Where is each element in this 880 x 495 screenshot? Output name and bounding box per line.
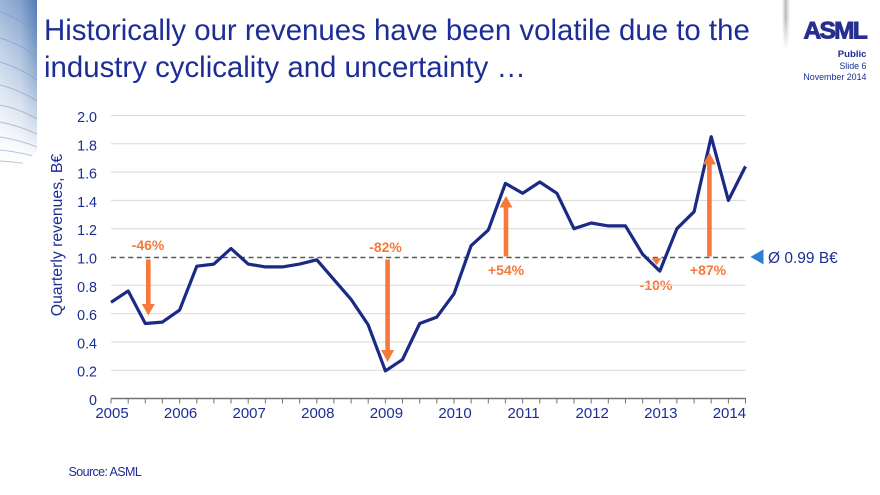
svg-text:2011: 2011 <box>507 405 539 422</box>
svg-text:1.4: 1.4 <box>77 195 97 211</box>
svg-text:0.2: 0.2 <box>77 365 97 381</box>
svg-text:0.8: 0.8 <box>77 280 97 296</box>
svg-text:ASML: ASML <box>804 18 868 44</box>
svg-text:1.8: 1.8 <box>77 138 97 154</box>
svg-text:1.2: 1.2 <box>77 223 97 239</box>
svg-text:2013: 2013 <box>644 405 677 422</box>
svg-text:2.0: 2.0 <box>77 110 97 126</box>
svg-text:0.4: 0.4 <box>77 336 97 352</box>
svg-text:2012: 2012 <box>576 405 609 422</box>
svg-text:2014: 2014 <box>713 405 746 422</box>
svg-text:2006: 2006 <box>164 405 197 422</box>
svg-text:0: 0 <box>89 393 97 409</box>
svg-text:2010: 2010 <box>438 405 471 422</box>
svg-text:1.6: 1.6 <box>77 167 97 183</box>
svg-text:1.0: 1.0 <box>77 252 97 268</box>
svg-text:0.6: 0.6 <box>77 308 97 324</box>
svg-text:2005: 2005 <box>95 405 128 422</box>
svg-text:2009: 2009 <box>370 405 403 422</box>
svg-text:2007: 2007 <box>233 405 266 422</box>
svg-text:2008: 2008 <box>301 405 334 422</box>
